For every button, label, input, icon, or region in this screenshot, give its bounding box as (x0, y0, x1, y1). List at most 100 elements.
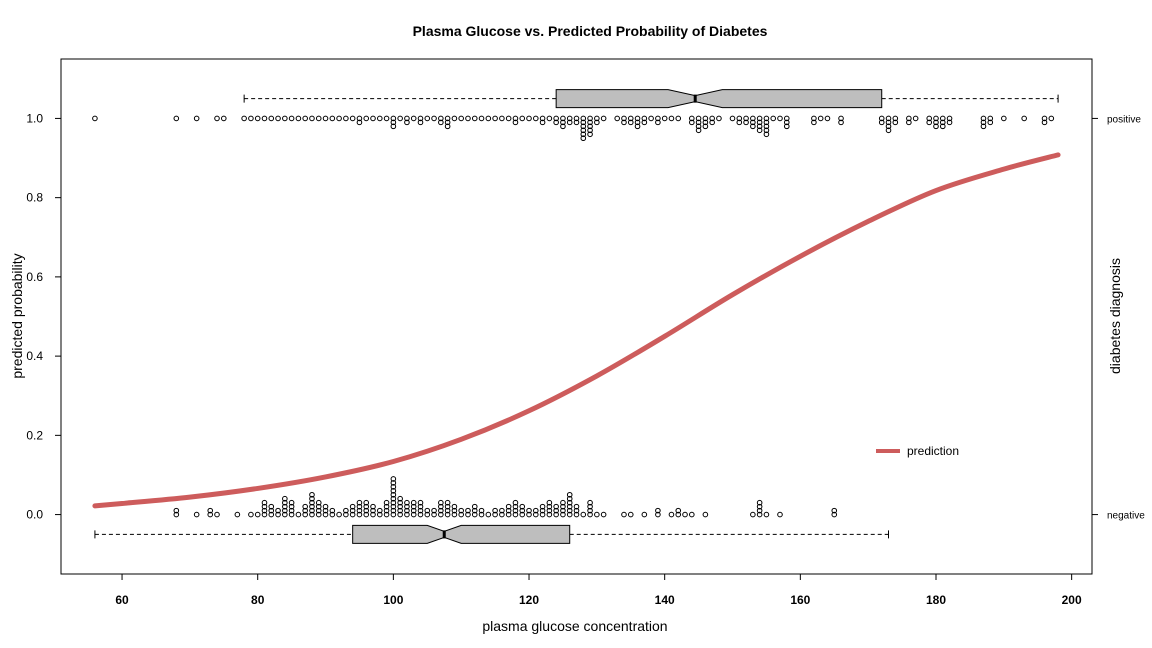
positive-point (892, 119, 899, 126)
negative-point (370, 507, 376, 514)
negative-point (397, 499, 403, 506)
negative-point (315, 499, 322, 506)
negative-point (526, 511, 532, 518)
negative-point (322, 503, 329, 510)
negative-point (566, 507, 573, 514)
boxplot-positive-box (555, 89, 883, 109)
positive-point (295, 115, 302, 122)
positive-point (309, 115, 315, 122)
negative-point (756, 507, 763, 514)
negative-point (438, 499, 444, 506)
negative-point (404, 499, 410, 506)
positive-point (539, 119, 546, 126)
positive-point (885, 115, 892, 122)
positive-point (933, 123, 939, 130)
positive-point (811, 115, 817, 122)
positive-point (492, 115, 498, 122)
negative-point (560, 503, 566, 510)
positive-point (906, 115, 912, 122)
positive-point (1041, 119, 1048, 126)
positive-point (397, 115, 403, 122)
negative-point (302, 511, 308, 518)
negative-point (424, 507, 431, 514)
chart-title: Plasma Glucose vs. Predicted Probability… (413, 23, 768, 39)
y-tick-label: 0.0 (26, 508, 43, 522)
negative-point (234, 511, 241, 518)
negative-point (702, 511, 709, 518)
positive-point (716, 115, 722, 122)
positive-point (885, 119, 892, 126)
positive-point (695, 127, 702, 134)
positive-point (702, 119, 709, 126)
positive-point (675, 115, 682, 122)
negative-point (288, 499, 295, 506)
positive-point (1021, 115, 1027, 122)
positive-point (980, 115, 987, 122)
negative-point (309, 495, 315, 502)
positive-point (1048, 115, 1055, 122)
negative-point (512, 511, 519, 518)
positive-point (763, 131, 770, 138)
x-tick-label: 200 (1062, 593, 1082, 607)
positive-point (390, 115, 397, 122)
negative-point (512, 503, 519, 510)
negative-point (560, 499, 566, 506)
negative-point (207, 511, 214, 518)
prediction-curve-layer (92, 152, 1061, 509)
positive-point (743, 115, 749, 122)
negative-point (573, 507, 580, 514)
positive-point (302, 115, 308, 122)
negative-point (309, 511, 315, 518)
plot-frame (60, 58, 1093, 575)
negative-point (505, 511, 512, 518)
negative-point (587, 507, 593, 514)
negative-point (756, 499, 763, 506)
negative-point (404, 503, 410, 510)
positive-point (743, 119, 749, 126)
negative-point (587, 511, 593, 518)
positive-point (376, 115, 383, 122)
positive-point (885, 123, 892, 130)
positive-point (912, 115, 919, 122)
positive-point (939, 115, 946, 122)
positive-point (471, 115, 478, 122)
negative-point (777, 511, 783, 518)
positive-point (763, 115, 770, 122)
negative-point (309, 499, 315, 506)
positive-point (641, 119, 648, 126)
positive-point (458, 115, 464, 122)
negative-point (329, 507, 336, 514)
negative-point (383, 511, 390, 518)
negative-point (431, 507, 437, 514)
x-tick-label: 180 (926, 593, 946, 607)
positive-point (946, 115, 953, 122)
negative-point (451, 511, 458, 518)
positive-point (383, 115, 390, 122)
negative-point (682, 511, 688, 518)
positive-point (566, 115, 573, 122)
negative-point (261, 511, 268, 518)
positive-point (553, 119, 559, 126)
positive-point (770, 115, 777, 122)
negative-point (282, 503, 288, 510)
negative-point (282, 507, 288, 514)
positive-point (512, 119, 519, 126)
negative-point (566, 511, 573, 518)
positive-point (261, 115, 268, 122)
negative-point (499, 511, 505, 518)
positive-point (634, 119, 641, 126)
negative-point (370, 511, 376, 518)
positive-point (587, 119, 593, 126)
negative-point (193, 511, 200, 518)
negative-point (655, 511, 661, 518)
negative-point (343, 507, 349, 514)
negative-point (560, 511, 566, 518)
boxplots (94, 89, 1059, 544)
positive-point (587, 131, 593, 138)
legend: prediction (876, 444, 959, 458)
negative-point (397, 507, 403, 514)
positive-point (783, 119, 790, 126)
positive-point (580, 115, 587, 122)
positive-point (641, 115, 648, 122)
negative-point (526, 507, 532, 514)
